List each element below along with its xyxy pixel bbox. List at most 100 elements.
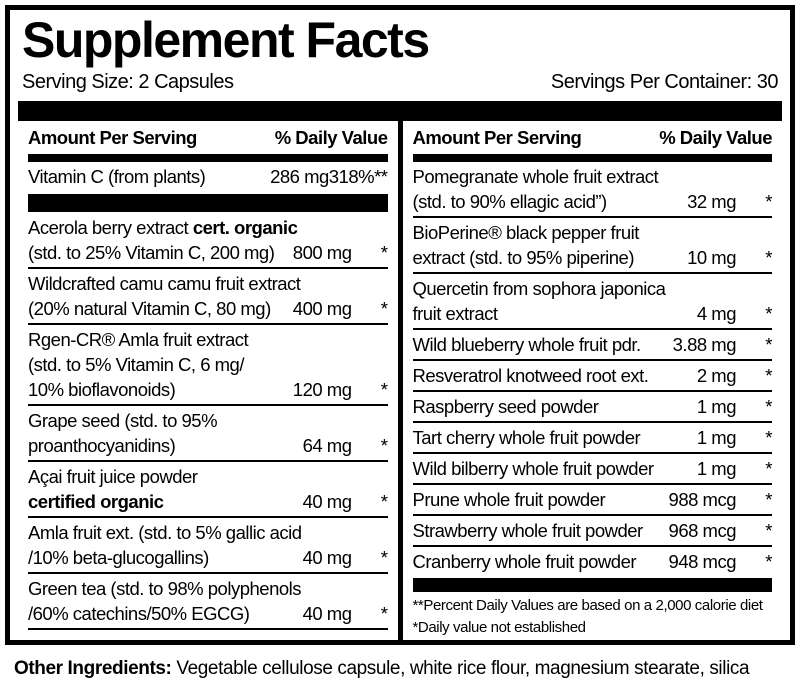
ingredient-name: Wild blueberry whole fruit pdr. <box>412 334 642 355</box>
ingredient-amount: 968 mcg <box>668 520 737 541</box>
ingredient-amount: 1 mg <box>696 427 737 448</box>
facts-columns: Amount Per Serving % Daily Value Vitamin… <box>18 121 782 640</box>
ingredient-row-vitamin-c: Vitamin C (from plants) 286 mg 318%** <box>28 162 388 191</box>
other-ingredients-label: Other Ingredients: <box>14 658 172 679</box>
other-ingredients: Other Ingredients: Vegetable cellulose c… <box>0 650 800 680</box>
ingredient-amount: 400 mg <box>292 298 352 319</box>
ingredient-amount: 32 mg <box>687 191 736 212</box>
ingredient-name: Green tea (std. to 98% polyphenols <box>28 578 302 599</box>
ingredient-name: Grape seed (std. to 95% <box>28 410 218 431</box>
panel-title: Supplement Facts <box>22 12 430 68</box>
ingredient-amount: 120 mg <box>292 379 352 400</box>
ingredient-daily-value: * <box>765 365 772 386</box>
ingredient-name: BioPerine® black pepper fruit <box>412 222 640 243</box>
right-column-header: Amount Per Serving % Daily Value <box>413 121 773 154</box>
ingredient-row-grape-seed: Grape seed (std. to 95% proanthocyanidin… <box>28 406 388 462</box>
serving-size: Serving Size: 2 Capsules <box>22 71 234 93</box>
left-column-header: Amount Per Serving % Daily Value <box>28 121 388 154</box>
ingredient-daily-value: * <box>380 298 388 319</box>
ingredient-row-green-tea: Green tea (std. to 98% polyphenols /60% … <box>28 574 388 630</box>
ingredient-row-wild-bilberry: Wild bilberry whole fruit powder 1 mg * <box>412 454 773 485</box>
ingredient-name: Pomegranate whole fruit extract <box>412 166 659 187</box>
ingredient-name: Wild bilberry whole fruit powder <box>412 458 655 479</box>
ingredient-amount: 10 mg <box>687 247 736 268</box>
amount-per-serving-header: Amount Per Serving <box>412 127 582 148</box>
footnote-divider-bar <box>412 578 772 592</box>
ingredient-amount: 988 mcg <box>668 489 737 510</box>
ingredient-daily-value: * <box>380 435 388 456</box>
ingredient-detail: 10% bioflavonoids) <box>28 379 176 400</box>
ingredient-row-tart-cherry: Tart cherry whole fruit powder 1 mg * <box>412 423 773 454</box>
ingredient-daily-value: * <box>765 489 772 510</box>
ingredient-row-amla-rgen-cr: Rgen-CR® Amla fruit extract (std. to 5% … <box>28 325 388 406</box>
ingredient-name: Prune whole fruit powder <box>412 489 606 510</box>
ingredient-daily-value: * <box>765 551 772 572</box>
header-divider-bar <box>412 154 772 162</box>
ingredient-detail: (std. to 5% Vitamin C, 6 mg/ <box>28 354 244 375</box>
section-divider-bar <box>28 194 388 212</box>
ingredient-amount: 4 mg <box>696 303 737 324</box>
ingredient-row-cranberry: Cranberry whole fruit powder 948 mcg * <box>413 547 773 576</box>
ingredient-name: Cranberry whole fruit powder <box>412 551 637 572</box>
servings-per-container: Servings Per Container: 30 <box>550 71 779 93</box>
ingredient-daily-value: * <box>765 191 772 212</box>
daily-value-header: % Daily Value <box>659 127 772 148</box>
ingredient-amount: 40 mg <box>302 547 352 568</box>
ingredient-detail: /10% beta-glucogallins) <box>28 547 209 568</box>
ingredient-row-pomegranate: Pomegranate whole fruit extract (std. to… <box>412 162 773 218</box>
ingredient-row-acai: Açai fruit juice powder certified organi… <box>28 462 388 518</box>
ingredient-name: Amla fruit ext. (std. to 5% gallic acid <box>28 522 302 543</box>
ingredient-row-amla-ext: Amla fruit ext. (std. to 5% gallic acid … <box>28 518 388 574</box>
ingredient-row-raspberry: Raspberry seed powder 1 mg * <box>412 392 773 423</box>
ingredient-amount: 1 mg <box>696 396 737 417</box>
ingredient-detail: proanthocyanidins) <box>28 435 176 456</box>
ingredient-amount: 40 mg <box>302 491 352 512</box>
amount-per-serving-header: Amount Per Serving <box>28 127 197 148</box>
ingredient-daily-value: * <box>765 427 772 448</box>
ingredient-amount: 286 mg <box>270 166 329 187</box>
ingredient-amount: 2 mg <box>696 365 737 386</box>
ingredient-detail: extract (std. to 95% piperine) <box>412 247 635 268</box>
ingredient-name-bold: cert. organic <box>192 217 298 238</box>
serving-info: Serving Size: 2 Capsules Servings Per Co… <box>10 66 790 101</box>
ingredient-name: Acerola berry extract <box>28 217 193 238</box>
ingredient-daily-value: * <box>765 458 772 479</box>
ingredient-name: Raspberry seed powder <box>412 396 599 417</box>
ingredient-daily-value: * <box>765 247 772 268</box>
top-divider-bar <box>18 101 782 121</box>
ingredient-daily-value: * <box>765 396 772 417</box>
ingredient-row-quercetin: Quercetin from sophora japonica fruit ex… <box>412 274 773 330</box>
ingredient-amount: 64 mg <box>302 435 352 456</box>
ingredient-row-camu-camu: Wildcrafted camu camu fruit extract (20%… <box>28 269 388 325</box>
ingredient-row-prune: Prune whole fruit powder 988 mcg * <box>412 485 773 516</box>
ingredient-name: Tart cherry whole fruit powder <box>412 427 641 448</box>
ingredient-daily-value: * <box>380 547 388 568</box>
ingredient-daily-value: 318%** <box>328 166 388 187</box>
ingredient-detail-bold: certified organic <box>28 491 164 512</box>
ingredient-name: Vitamin C (from plants) <box>28 166 206 187</box>
ingredient-detail: fruit extract <box>412 303 498 324</box>
supplement-facts-panel: Supplement Facts Serving Size: 2 Capsule… <box>5 5 795 645</box>
ingredient-daily-value: * <box>380 491 388 512</box>
ingredient-daily-value: * <box>765 334 772 355</box>
ingredient-daily-value: * <box>380 242 388 263</box>
ingredient-amount: 1 mg <box>696 458 737 479</box>
ingredient-amount: 3.88 mg <box>672 334 737 355</box>
ingredient-name: Strawberry whole fruit powder <box>412 520 644 541</box>
left-column: Amount Per Serving % Daily Value Vitamin… <box>18 121 403 640</box>
daily-value-header: % Daily Value <box>274 127 388 148</box>
ingredient-daily-value: * <box>380 379 388 400</box>
ingredient-detail: (std. to 90% ellagic acid”) <box>412 191 608 212</box>
ingredient-daily-value: * <box>380 603 388 624</box>
ingredient-row-strawberry: Strawberry whole fruit powder 968 mcg * <box>412 516 773 547</box>
ingredient-amount: 40 mg <box>302 603 352 624</box>
ingredient-amount: 800 mg <box>292 242 352 263</box>
ingredient-row-wild-blueberry: Wild blueberry whole fruit pdr. 3.88 mg … <box>412 330 773 361</box>
header-divider-bar <box>28 154 388 162</box>
ingredient-daily-value: * <box>765 303 772 324</box>
ingredient-name: Resveratrol knotweed root ext. <box>412 365 649 386</box>
ingredient-detail: (std. to 25% Vitamin C, 200 mg) <box>28 242 275 263</box>
right-column: Amount Per Serving % Daily Value Pomegra… <box>403 121 783 640</box>
footnote-daily-value-not-established: *Daily value not established <box>412 619 586 636</box>
ingredient-name: Rgen-CR® Amla fruit extract <box>28 329 249 350</box>
